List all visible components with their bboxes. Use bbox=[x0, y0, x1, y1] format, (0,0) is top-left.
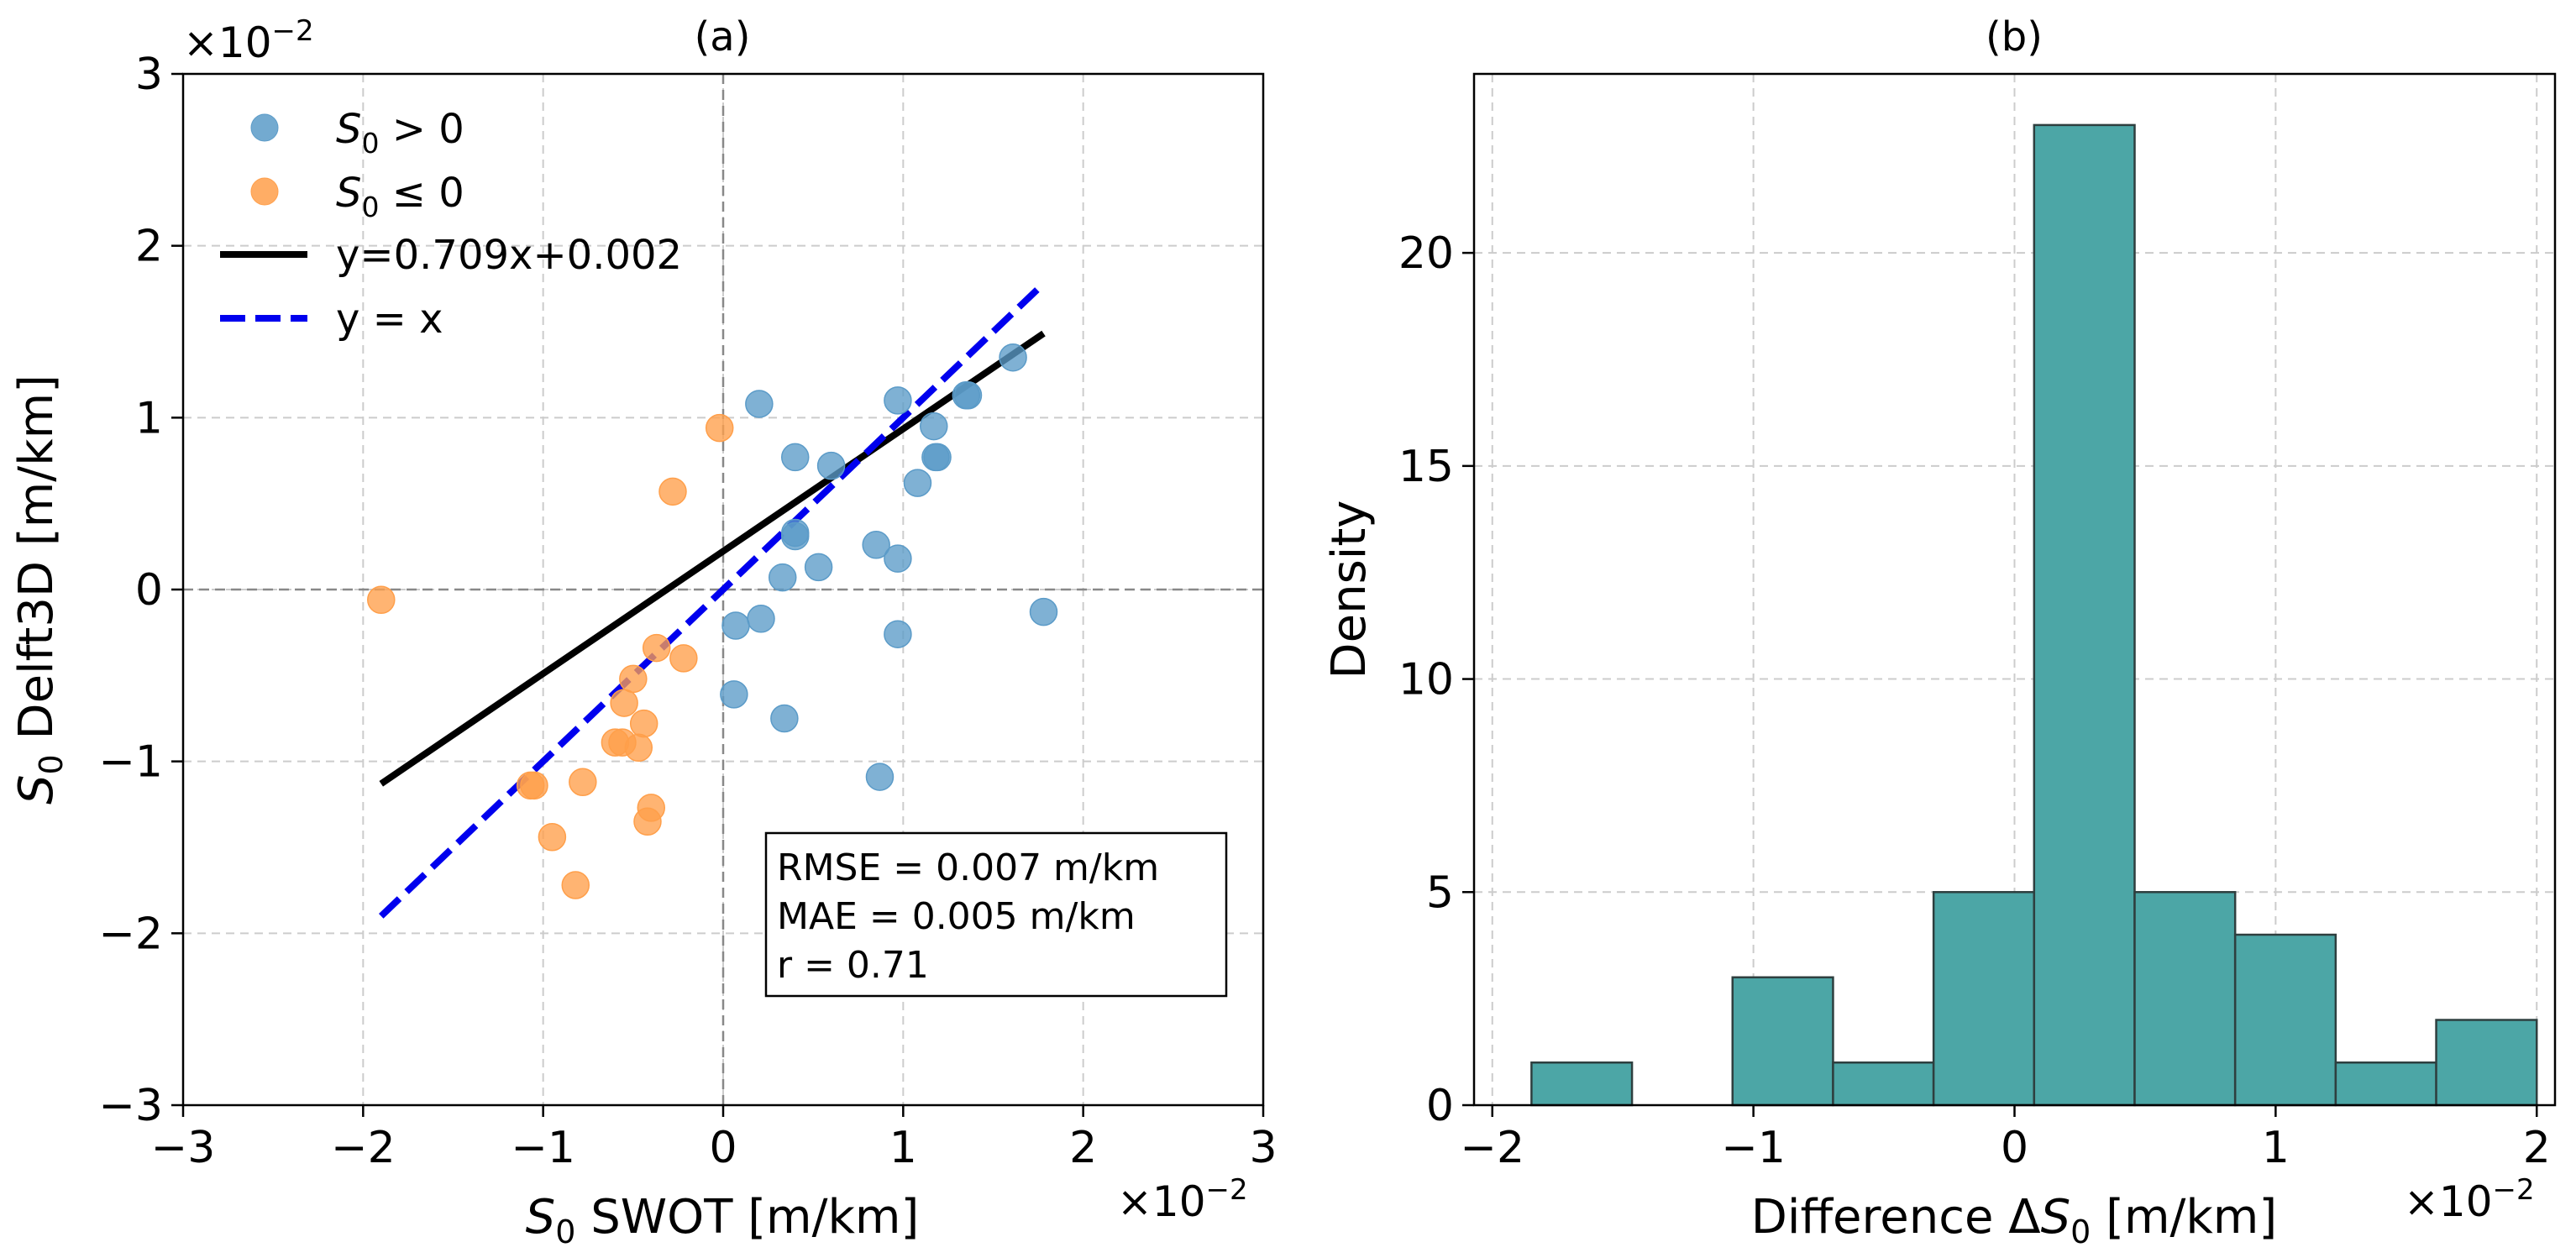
panel-a-legend: S0 > 0 S0 ≤ 0 y=0.709x+0.002 y = x bbox=[220, 106, 682, 343]
panel-a-fit-lines bbox=[379, 280, 1047, 919]
scatter-point-positive bbox=[770, 704, 799, 733]
panel-a-x-tick-label: 0 bbox=[709, 1123, 737, 1173]
panel-a-y-axis-label: S0 Delft3D [m/km] bbox=[9, 375, 70, 805]
scatter-point-positive bbox=[720, 680, 748, 709]
scatter-point-nonpositive bbox=[669, 644, 698, 673]
scatter-point-nonpositive bbox=[569, 768, 597, 796]
scatter-point-positive bbox=[816, 451, 846, 480]
scatter-point-positive bbox=[747, 605, 775, 633]
panel-a-ticks: −3 −2 −1 0 1 2 3 −3 −2 −1 0 1 2 3 bbox=[98, 50, 1277, 1173]
panel-a-x-tick-label: −1 bbox=[511, 1123, 575, 1173]
stats-box-frame bbox=[764, 831, 1228, 998]
panel-b-y-tick-label: 5 bbox=[1426, 867, 1454, 918]
panel-b-y-tick-label: 0 bbox=[1426, 1081, 1454, 1131]
histogram-bar bbox=[2033, 123, 2136, 1107]
scatter-point-nonpositive bbox=[642, 633, 671, 663]
scatter-point-nonpositive bbox=[658, 477, 687, 506]
histogram-bar bbox=[1832, 1061, 1935, 1107]
panel-b-y-tick-label: 15 bbox=[1398, 442, 1454, 492]
panel-a-x-axis-label: S0 SWOT [m/km] bbox=[526, 1190, 920, 1250]
scatter-point-positive bbox=[1029, 597, 1058, 626]
scatter-point-positive bbox=[804, 553, 833, 582]
scatter-point-nonpositive bbox=[629, 709, 658, 738]
histogram-bar bbox=[2233, 933, 2337, 1107]
panel-a-x-tick-label: −3 bbox=[151, 1123, 216, 1173]
panel-b-x-tick-label: 1 bbox=[2262, 1123, 2290, 1173]
scatter-point-positive bbox=[862, 531, 890, 559]
histogram-bar bbox=[1932, 891, 2036, 1107]
legend-label-positive: S0 > 0 bbox=[336, 106, 464, 160]
scatter-point-nonpositive bbox=[520, 771, 548, 800]
legend-marker-positive bbox=[250, 113, 279, 142]
scatter-point-nonpositive bbox=[610, 689, 638, 717]
panel-a-x-tick-label: 3 bbox=[1249, 1123, 1277, 1173]
scatter-point-nonpositive bbox=[705, 413, 734, 443]
scatter-point-positive bbox=[920, 411, 948, 441]
panel-b-y-tick-label: 10 bbox=[1398, 655, 1454, 705]
scatter-point-nonpositive bbox=[619, 664, 648, 694]
scatter-point-positive bbox=[884, 544, 912, 573]
panel-a-scatter: −3 −2 −1 0 1 2 3 −3 −2 −1 0 1 2 3 (a) ×10−2 ×10−2 S0 … bbox=[9, 13, 1278, 1250]
scatter-point-positive bbox=[865, 763, 895, 791]
scatter-point-nonpositive bbox=[633, 807, 662, 836]
panel-b-x-tick-label: 0 bbox=[2001, 1123, 2028, 1173]
scatter-point-positive bbox=[780, 518, 810, 548]
scatter-point-positive bbox=[745, 390, 774, 418]
histogram-bar bbox=[1530, 1061, 1634, 1107]
panel-b-bars bbox=[1530, 123, 2538, 1107]
panel-b-x-tick-label: −2 bbox=[1460, 1123, 1524, 1173]
panel-a-y-tick-label: −2 bbox=[98, 909, 163, 959]
legend-label-identity: y = x bbox=[336, 296, 443, 343]
panel-b-x-tick-label: 2 bbox=[2523, 1123, 2551, 1173]
legend-label-nonpositive: S0 ≤ 0 bbox=[336, 170, 464, 223]
panel-a-points bbox=[367, 343, 1058, 899]
scatter-point-positive bbox=[953, 380, 983, 410]
panel-a-x-tick-label: 2 bbox=[1069, 1123, 1097, 1173]
panel-b-x-scale-label: ×10−2 bbox=[2404, 1173, 2535, 1226]
panel-a-x-tick-label: −2 bbox=[331, 1123, 396, 1173]
panel-a-x-scale-label: ×10−2 bbox=[1117, 1173, 1248, 1226]
scatter-point-nonpositive bbox=[561, 871, 590, 899]
panel-b-title: (b) bbox=[1986, 13, 2043, 60]
regression-line bbox=[379, 330, 1046, 787]
panel-a-title: (a) bbox=[695, 13, 751, 60]
stats-rmse: RMSE = 0.007 m/km bbox=[777, 847, 1159, 889]
scatter-point-positive bbox=[884, 386, 912, 415]
panel-a-x-tick-label: 1 bbox=[889, 1123, 917, 1173]
panel-a-y-tick-label: 2 bbox=[135, 222, 163, 272]
scatter-point-positive bbox=[721, 611, 750, 640]
scatter-point-positive bbox=[999, 343, 1027, 372]
panel-a-stats-box: RMSE = 0.007 m/km MAE = 0.005 m/km r = 0… bbox=[764, 831, 1228, 998]
panel-a-y-tick-label: 1 bbox=[135, 393, 163, 443]
stats-r: r = 0.71 bbox=[777, 944, 929, 987]
scatter-point-positive bbox=[884, 620, 912, 648]
histogram-bar bbox=[2435, 1019, 2538, 1107]
scatter-point-nonpositive bbox=[538, 822, 567, 852]
histogram-bar bbox=[2334, 1061, 2437, 1107]
stats-mae: MAE = 0.005 m/km bbox=[777, 895, 1136, 938]
identity-line bbox=[379, 280, 1047, 919]
scatter-point-positive bbox=[768, 563, 797, 592]
scatter-point-positive bbox=[903, 469, 932, 497]
scatter-point-nonpositive bbox=[624, 733, 653, 763]
legend-marker-nonpositive bbox=[250, 177, 279, 206]
scatter-point-positive bbox=[923, 443, 952, 472]
panel-a-y-tick-label: −3 bbox=[98, 1081, 163, 1131]
panel-b-y-axis-label: Density bbox=[1322, 501, 1377, 679]
scatter-point-nonpositive bbox=[367, 585, 396, 615]
histogram-bar bbox=[1731, 976, 1834, 1107]
panel-a-y-tick-label: 3 bbox=[135, 50, 163, 100]
panel-b-x-axis-label: Difference ΔS0 [m/km] bbox=[1751, 1190, 2277, 1250]
panel-a-y-tick-label: −1 bbox=[98, 737, 163, 788]
histogram-bar bbox=[2133, 891, 2237, 1107]
panel-b-x-tick-label: −1 bbox=[1721, 1123, 1786, 1173]
legend-label-fit: y=0.709x+0.002 bbox=[336, 232, 682, 279]
panel-a-y-scale-label: ×10−2 bbox=[183, 14, 314, 67]
panel-b-y-tick-label: 20 bbox=[1398, 228, 1454, 279]
panel-a-y-tick-label: 0 bbox=[135, 565, 163, 616]
scatter-point-positive bbox=[780, 443, 810, 472]
